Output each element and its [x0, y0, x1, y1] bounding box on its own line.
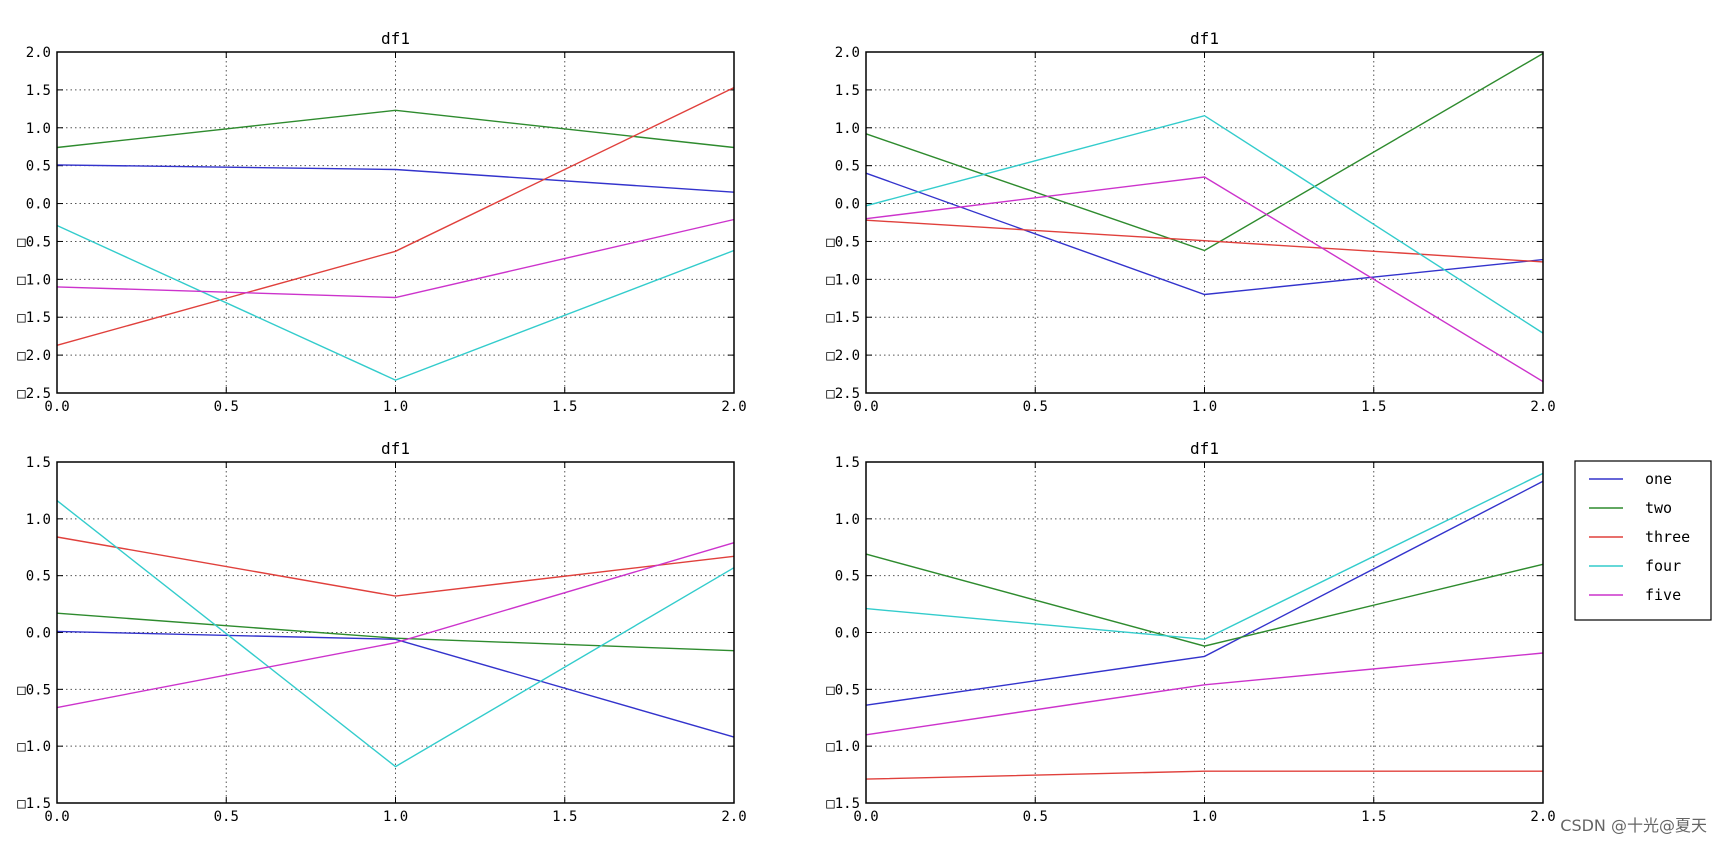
- y-tick-label: 1.5: [26, 83, 51, 99]
- y-tick-label: 0.0: [835, 626, 860, 642]
- axes-frame: [865, 51, 1544, 394]
- y-tick-label: 0.5: [835, 569, 860, 585]
- y-tick-label: □0.5: [826, 234, 860, 250]
- subplot-1: 2.01.51.00.50.0□0.5□1.0□1.5□2.0□2.50.0 0.…: [17, 29, 746, 415]
- y-tick-label: 0.5: [26, 159, 51, 175]
- series-line-two: [865, 52, 1544, 252]
- series-line-three: [865, 219, 1544, 263]
- series-line-four: [865, 114, 1544, 334]
- series-line-two: [56, 612, 735, 652]
- x-tick-label: 2.0: [721, 809, 746, 825]
- series-line-two: [56, 109, 735, 149]
- y-tick-label: □0.5: [17, 682, 51, 698]
- x-tick-label: 0.0: [853, 809, 878, 825]
- y-tick-label: 0.5: [835, 159, 860, 175]
- series-line-one: [865, 172, 1544, 296]
- y-tick-label: 2.0: [26, 45, 51, 61]
- series-line-five: [56, 218, 735, 299]
- legend-label-two: two: [1645, 499, 1672, 517]
- y-tick-label: □1.0: [17, 272, 51, 288]
- legend-label-four: four: [1645, 557, 1681, 575]
- x-tick-label: 0.0: [44, 399, 69, 415]
- x-tick-label: 0.0: [44, 809, 69, 825]
- subplot-title: df1: [1190, 439, 1219, 458]
- y-tick-label: 2.0: [835, 45, 860, 61]
- series-line-three: [865, 770, 1543, 780]
- series-line-one: [865, 480, 1544, 706]
- series-line-five: [865, 176, 1544, 383]
- legend-label-one: one: [1645, 470, 1672, 488]
- x-tick-label: 1.0: [1192, 809, 1217, 825]
- subplot-3: 1.51.00.50.0□0.5□1.0□1.50.0 0.5 1.0 1.5 2.0d…: [17, 439, 746, 825]
- series-line-four: [56, 224, 735, 381]
- subplot-title: df1: [1190, 29, 1219, 48]
- x-tick-label: 1.5: [1361, 399, 1386, 415]
- x-tick-label: 0.5: [1023, 399, 1048, 415]
- x-tick-label: 0.0: [853, 399, 878, 415]
- legend-label-five: five: [1645, 586, 1681, 604]
- x-tick-label: 1.5: [1361, 809, 1386, 825]
- series-line-one: [56, 164, 735, 193]
- y-tick-label: □2.5: [826, 386, 860, 402]
- x-tick-label: 2.0: [721, 399, 746, 415]
- subplot-2: 2.01.51.00.50.0□0.5□1.0□1.5□2.0□2.50.0 0.…: [826, 29, 1555, 415]
- series-line-three: [56, 86, 735, 346]
- x-tick-label: 1.0: [383, 809, 408, 825]
- y-tick-label: □2.0: [826, 348, 860, 364]
- x-tick-label: 0.5: [214, 809, 239, 825]
- series-line-five: [865, 652, 1544, 736]
- y-tick-label: □0.5: [826, 682, 860, 698]
- series-line-two: [865, 553, 1544, 647]
- series-line-one: [56, 630, 735, 738]
- x-tick-label: 1.0: [1192, 399, 1217, 415]
- legend-frame: [1574, 460, 1712, 621]
- x-tick-label: 0.5: [214, 399, 239, 415]
- x-tick-label: 0.5: [1023, 809, 1048, 825]
- y-tick-label: □2.0: [17, 348, 51, 364]
- series-line-four: [865, 472, 1544, 641]
- y-tick-label: 1.5: [835, 83, 860, 99]
- y-tick-label: 1.0: [835, 512, 860, 528]
- legend-label-three: three: [1645, 528, 1690, 546]
- x-tick-label: 1.5: [552, 399, 577, 415]
- x-tick-label: 2.0: [1530, 809, 1555, 825]
- series-line-five: [56, 542, 735, 709]
- x-tick-label: 1.0: [383, 399, 408, 415]
- y-tick-label: □0.5: [17, 234, 51, 250]
- y-tick-label: 0.0: [835, 197, 860, 213]
- axes-frame: [865, 461, 1544, 804]
- y-tick-label: 1.0: [26, 512, 51, 528]
- y-tick-label: □1.5: [826, 310, 860, 326]
- series-line-four: [56, 500, 735, 768]
- axes-frame: [56, 51, 735, 394]
- y-tick-label: 1.0: [835, 121, 860, 137]
- y-tick-label: 1.0: [26, 121, 51, 137]
- subplot-title: df1: [381, 439, 410, 458]
- y-tick-label: □2.5: [17, 386, 51, 402]
- y-tick-label: □1.5: [17, 310, 51, 326]
- y-tick-label: □1.5: [17, 796, 51, 812]
- y-tick-label: □1.0: [826, 739, 860, 755]
- legend: one two three four five: [1574, 460, 1712, 621]
- y-tick-label: 1.5: [835, 455, 860, 471]
- y-tick-label: 0.5: [26, 569, 51, 585]
- subplot-4: 1.51.00.50.0□0.5□1.0□1.50.0 0.5 1.0 1.5 2.0d…: [826, 439, 1555, 825]
- x-tick-label: 2.0: [1530, 399, 1555, 415]
- y-tick-label: □1.5: [826, 796, 860, 812]
- x-tick-label: 1.5: [552, 809, 577, 825]
- series-line-three: [56, 536, 735, 597]
- watermark: CSDN @十光@夏天: [1560, 816, 1707, 835]
- y-tick-label: 1.5: [26, 455, 51, 471]
- axes-frame: [56, 461, 735, 804]
- y-tick-label: □1.0: [17, 739, 51, 755]
- y-tick-label: □1.0: [826, 272, 860, 288]
- y-tick-label: 0.0: [26, 626, 51, 642]
- subplot-title: df1: [381, 29, 410, 48]
- y-tick-label: 0.0: [26, 197, 51, 213]
